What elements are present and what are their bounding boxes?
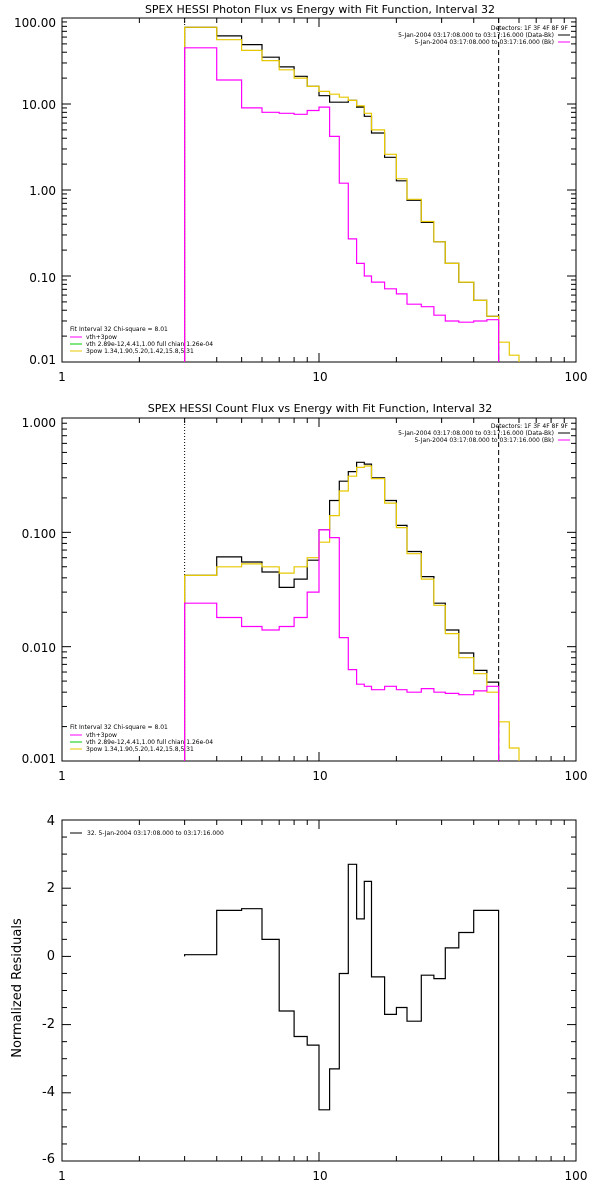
x-tick-label: 100 <box>565 1169 588 1183</box>
panel-count-flux: SPEX HESSI Count Flux vs Energy with Fit… <box>22 402 588 783</box>
y-tick-label: 0.010 <box>22 641 56 655</box>
chart-title: SPEX HESSI Count Flux vs Energy with Fit… <box>148 402 492 415</box>
y-tick-labels: 4 2 0 -2 -4 -6 <box>42 814 55 1167</box>
fit-item-vth: vth 2.89e-12,4.41,1.00 full chian 1.26e-… <box>86 341 213 348</box>
chart-title: SPEX HESSI Photon Flux vs Energy with Fi… <box>145 3 495 16</box>
detectors-label: Detectors: 1F 3F 4F 8F 9F <box>491 423 569 430</box>
legend-fit: Fit Interval 32 Chi-square = 8.01 vth+3p… <box>70 724 213 753</box>
x-tick-labels: 1 10 100 <box>58 769 587 783</box>
y-tick-label: -4 <box>42 1085 55 1100</box>
legend: 32. 5-Jan-2004 03:17:08.000 to 03:17:16.… <box>70 830 224 837</box>
y-tick-label: 100.00 <box>14 16 56 30</box>
x-tick-labels: 1 10 100 <box>58 1169 587 1183</box>
fit-item-vth: vth 2.89e-12,4.41,1.00 full chian 1.26e-… <box>86 739 213 746</box>
legend-top-right: Detectors: 1F 3F 4F 8F 9F 5-Jan-2004 03:… <box>398 423 570 444</box>
x-tick-label: 10 <box>312 769 327 783</box>
legend-fit: Fit Interval 32 Chi-square = 8.01 vth+3p… <box>70 326 213 355</box>
legend-entry-data: 5-Jan-2004 03:17:08.000 to 03:17:16.000 … <box>398 430 554 437</box>
series-model <box>184 465 520 761</box>
y-tick-label: 0.01 <box>29 353 56 367</box>
y-axis-label: Normalized Residuals <box>10 918 25 1058</box>
fit-item-vth-3pow: vth+3pow <box>86 334 117 341</box>
fit-item-3pow: 3pow 1.34,1.90,5.20,1.42,15.8,5.31 <box>86 348 194 355</box>
panel-residuals: Normalized Residuals 4 2 0 -2 -4 -6 1 10… <box>10 814 587 1183</box>
x-tick-label: 10 <box>312 1169 327 1183</box>
y-tick-label: 0 <box>47 949 55 964</box>
y-tick-labels: 100.00 10.00 1.00 0.10 0.01 <box>14 16 56 367</box>
x-tick-labels: 1 10 100 <box>58 370 587 384</box>
fit-title: Fit Interval 32 Chi-square = 8.01 <box>70 724 168 731</box>
y-tick-label: 0.001 <box>22 752 56 766</box>
legend-entry-residuals: 32. 5-Jan-2004 03:17:08.000 to 03:17:16.… <box>87 830 224 837</box>
series-background <box>184 529 500 761</box>
y-tick-label: 1.000 <box>22 416 56 430</box>
detectors-label: Detectors: 1F 3F 4F 8F 9F <box>491 25 569 32</box>
y-tick-label: 0.10 <box>29 271 56 285</box>
x-tick-label: 1 <box>58 370 66 384</box>
y-tick-labels: 1.000 0.100 0.010 0.001 <box>22 416 56 766</box>
legend-entry-data: 5-Jan-2004 03:17:08.000 to 03:17:16.000 … <box>398 32 554 39</box>
plot-area <box>61 417 577 762</box>
series-model <box>184 26 520 362</box>
x-tick-label: 1 <box>58 1169 66 1183</box>
x-tick-label: 100 <box>565 769 588 783</box>
series-background <box>184 47 500 362</box>
panel-photon-flux: SPEX HESSI Photon Flux vs Energy with Fi… <box>14 3 587 384</box>
plot-area <box>61 17 577 363</box>
legend-entry-background: 5-Jan-2004 03:17:08.000 to 03:17:16.000 … <box>414 437 554 444</box>
y-tick-label: 4 <box>47 814 55 829</box>
y-tick-label: 2 <box>47 881 55 896</box>
y-tick-label: 10.00 <box>22 98 56 112</box>
legend-top-right: Detectors: 1F 3F 4F 8F 9F 5-Jan-2004 03:… <box>398 25 570 46</box>
x-tick-label: 100 <box>565 370 588 384</box>
series-residuals <box>184 863 500 1161</box>
y-tick-label: 1.00 <box>29 184 56 198</box>
plot-area <box>61 819 577 1162</box>
fit-item-3pow: 3pow 1.34,1.90,5.20,1.42,15.8,5.31 <box>86 746 194 753</box>
legend-entry-background: 5-Jan-2004 03:17:08.000 to 03:17:16.000 … <box>414 39 554 46</box>
x-tick-label: 10 <box>312 370 327 384</box>
y-tick-label: -6 <box>42 1152 55 1167</box>
x-tick-label: 1 <box>58 769 66 783</box>
series-data <box>184 461 500 761</box>
y-tick-label: 0.100 <box>22 527 56 541</box>
fit-title: Fit Interval 32 Chi-square = 8.01 <box>70 326 168 333</box>
fit-item-vth-3pow: vth+3pow <box>86 732 117 739</box>
y-tick-label: -2 <box>42 1017 55 1032</box>
